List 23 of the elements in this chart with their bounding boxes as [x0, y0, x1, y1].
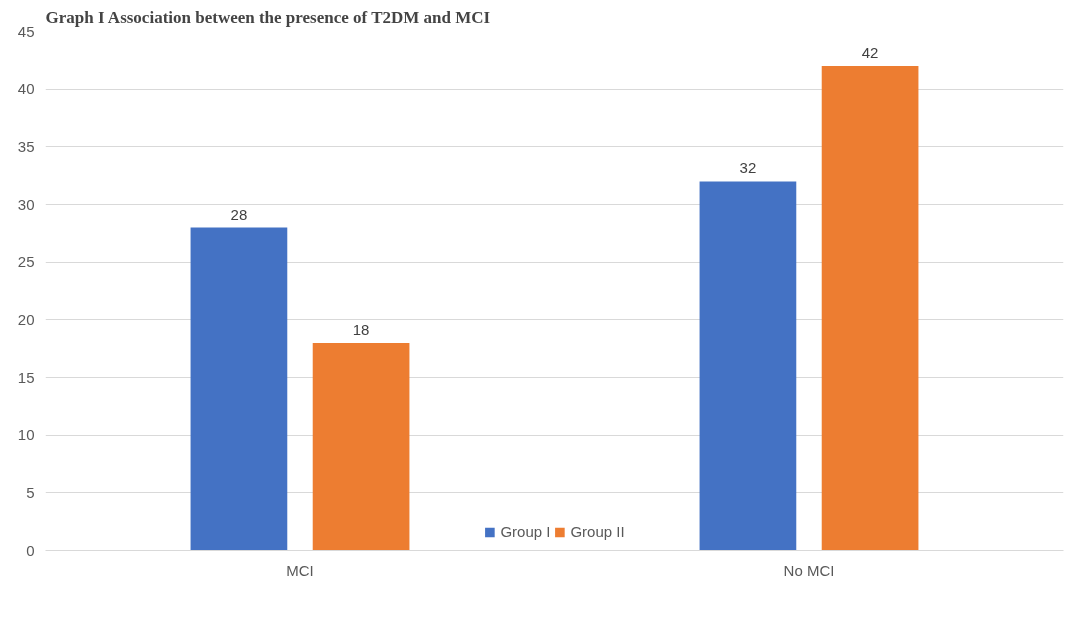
y-tick-label: 15 — [17, 368, 35, 386]
y-tick-label: 40 — [17, 80, 35, 98]
chart-title: Graph I Association between the presence of T2DM and MCI — [45, 7, 491, 27]
data-label: 32 — [739, 159, 757, 177]
y-tick-label: 5 — [26, 483, 35, 501]
y-tick-label: 25 — [17, 253, 35, 271]
data-label: 28 — [230, 205, 248, 223]
y-tick-label: 30 — [17, 195, 35, 213]
y-tick-label: 10 — [17, 426, 35, 444]
legend-label: Group I — [500, 523, 551, 540]
x-tick-label: No MCI — [783, 561, 835, 579]
bar — [821, 66, 919, 551]
bar — [312, 342, 410, 551]
legend-label: Group II — [570, 523, 625, 540]
y-tick-label: 20 — [17, 310, 35, 328]
bar — [190, 227, 288, 551]
bar — [699, 181, 797, 551]
data-label: 18 — [352, 320, 370, 338]
x-tick-label: MCI — [286, 561, 314, 579]
data-label: 42 — [861, 44, 879, 62]
y-tick-label: 45 — [17, 22, 35, 40]
y-tick-label: 0 — [26, 541, 35, 559]
y-tick-label: 35 — [17, 137, 35, 155]
